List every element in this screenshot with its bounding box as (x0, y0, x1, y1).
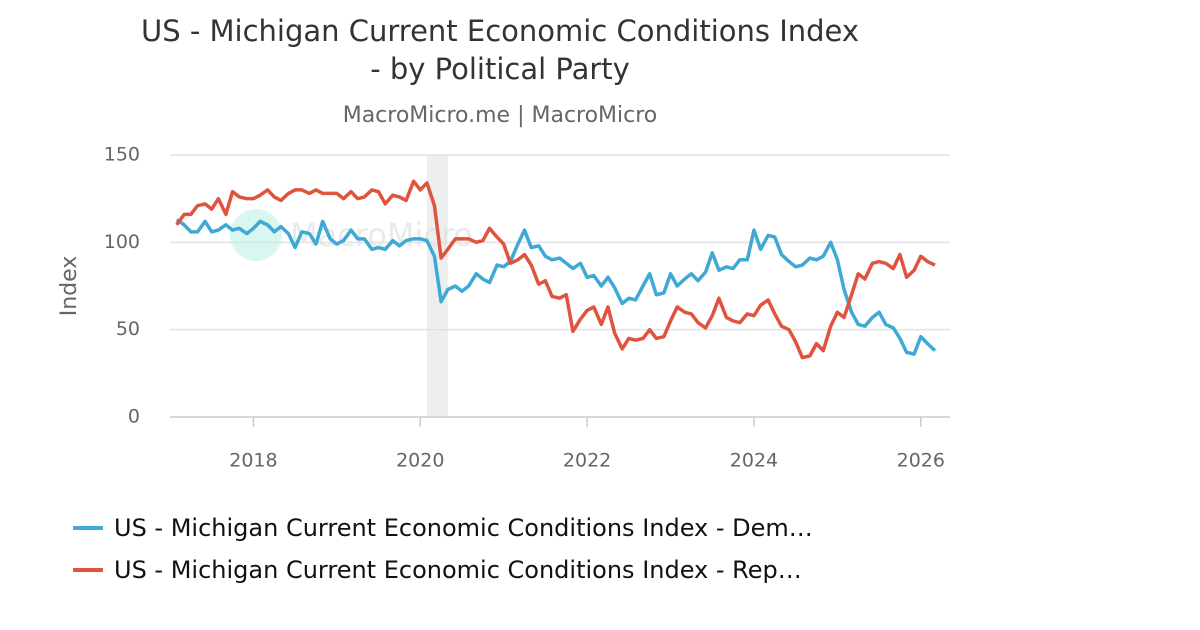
y-tick-label: 150 (104, 144, 140, 166)
legend-label: US - Michigan Current Economic Condition… (114, 556, 802, 584)
y-tick-label: 100 (104, 231, 140, 253)
chart-title: US - Michigan Current Economic Condition… (141, 14, 859, 48)
y-axis-label: Index (57, 256, 82, 317)
y-tick-label: 0 (128, 406, 140, 428)
chart-title: - by Political Party (370, 52, 630, 86)
chart-subtitle: MacroMicro.me | MacroMicro (343, 103, 658, 128)
x-tick-label: 2026 (897, 450, 945, 472)
x-tick-label: 2018 (229, 450, 277, 472)
x-tick-label: 2022 (563, 450, 611, 472)
y-tick-label: 50 (116, 318, 140, 340)
watermark-logo (230, 209, 282, 261)
line-series (175, 218, 937, 356)
x-tick-label: 2020 (396, 450, 444, 472)
x-tick-label: 2024 (730, 450, 778, 472)
legend-label: US - Michigan Current Economic Condition… (114, 514, 813, 542)
line-series (175, 179, 936, 360)
